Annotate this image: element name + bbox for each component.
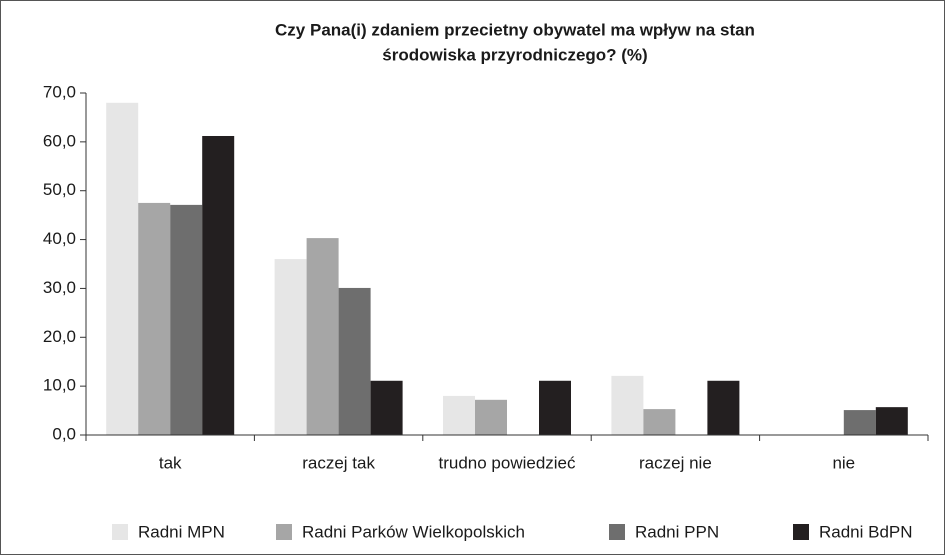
bar [611,375,644,435]
chart-title: środowiska przyrodniczego? (%) [382,45,647,64]
legend-label: Radni Parków Wielkopolskich [302,522,525,541]
y-tick-label: 20,0 [43,327,76,346]
y-tick-label: 60,0 [43,131,76,150]
x-tick-label: trudno powiedzieć [438,453,576,472]
bar [170,204,203,435]
x-tick-label: tak [159,453,182,472]
bar [539,380,571,435]
bar [338,287,371,435]
bar [370,380,403,435]
y-tick-label: 50,0 [43,180,76,199]
legend-swatch [276,524,292,540]
bar [443,395,475,435]
y-tick-label: 30,0 [43,278,76,297]
bar [643,409,676,435]
bar [306,238,339,435]
legend-label: Radni MPN [138,522,225,541]
x-tick-label: nie [832,453,855,472]
bar [843,410,876,435]
bar [202,135,235,435]
bar [106,102,139,436]
x-tick-label: raczej nie [639,453,712,472]
legend-label: Radni PPN [635,522,719,541]
legend-swatch [112,524,128,540]
y-tick-label: 40,0 [43,229,76,248]
y-tick-label: 0,0 [52,424,76,443]
x-tick-label: raczej tak [302,453,375,472]
legend-swatch [609,524,625,540]
y-tick-label: 10,0 [43,376,76,395]
y-tick-label: 70,0 [43,82,76,101]
bar [138,202,171,435]
bar [475,399,507,435]
chart-title: Czy Pana(i) zdaniem przecietny obywatel … [275,20,755,39]
legend-label: Radni BdPN [819,522,913,541]
bar [875,407,908,435]
bar [707,380,740,435]
legend-swatch [793,524,809,540]
bar [274,259,307,435]
